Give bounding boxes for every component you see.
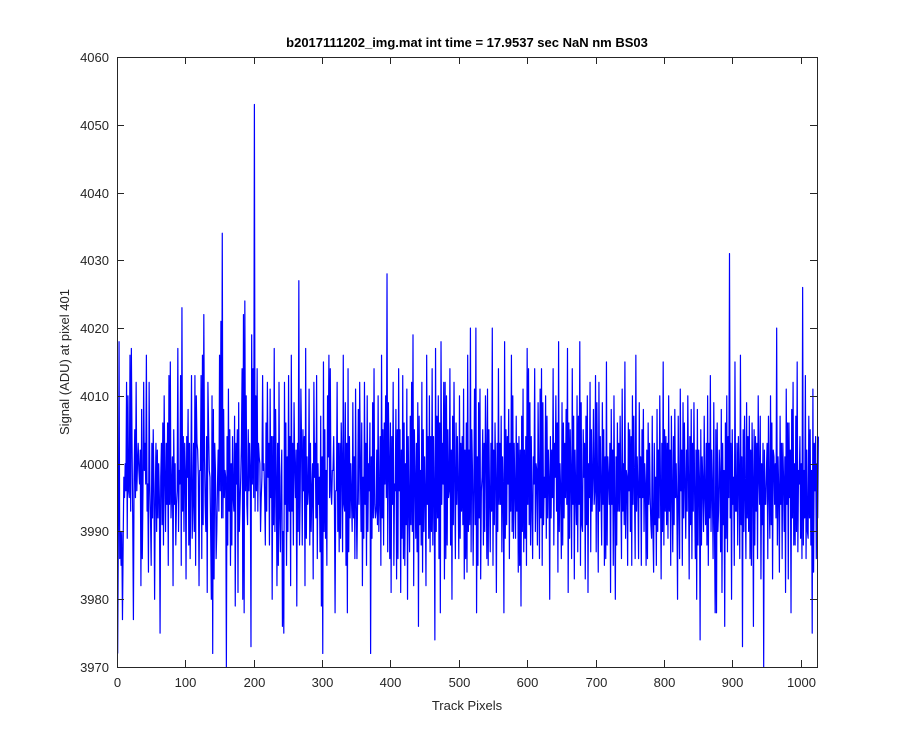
y-tick-label: 3980 (80, 592, 109, 607)
x-tick-label: 200 (244, 675, 266, 690)
y-tick-label: 4030 (80, 253, 109, 268)
y-tick-label: 4060 (80, 50, 109, 65)
x-tick-label: 600 (517, 675, 539, 690)
x-axis: 0 100 200 300 400 500 600 700 800 900 1000 (114, 57, 816, 690)
x-tick-label: 400 (380, 675, 402, 690)
y-tick-label: 4010 (80, 389, 109, 404)
chart-title: b2017111202_img.mat int time = 17.9537 s… (286, 35, 648, 50)
series-group (117, 103, 819, 668)
y-tick-label: 4020 (80, 321, 109, 336)
x-tick-label: 700 (586, 675, 608, 690)
x-tick-label: 900 (722, 675, 744, 690)
y-tick-label: 3990 (80, 524, 109, 539)
y-tick-label: 3970 (80, 660, 109, 675)
y-tick-label: 4000 (80, 457, 109, 472)
x-tick-label: 0 (114, 675, 121, 690)
series-line (117, 103, 819, 668)
y-axis-label: Signal (ADU) at pixel 401 (57, 289, 72, 435)
y-tick-label: 4050 (80, 118, 109, 133)
x-tick-label: 800 (654, 675, 676, 690)
x-tick-label: 1000 (787, 675, 816, 690)
x-axis-label: Track Pixels (432, 698, 503, 713)
x-tick-label: 300 (312, 675, 334, 690)
x-tick-label: 100 (175, 675, 197, 690)
y-tick-label: 4040 (80, 186, 109, 201)
y-axis: 3970 3980 3990 4000 4010 4020 4030 4040 4050 4060 (80, 50, 817, 675)
axes-box (117, 57, 818, 668)
x-tick-label: 500 (449, 675, 471, 690)
